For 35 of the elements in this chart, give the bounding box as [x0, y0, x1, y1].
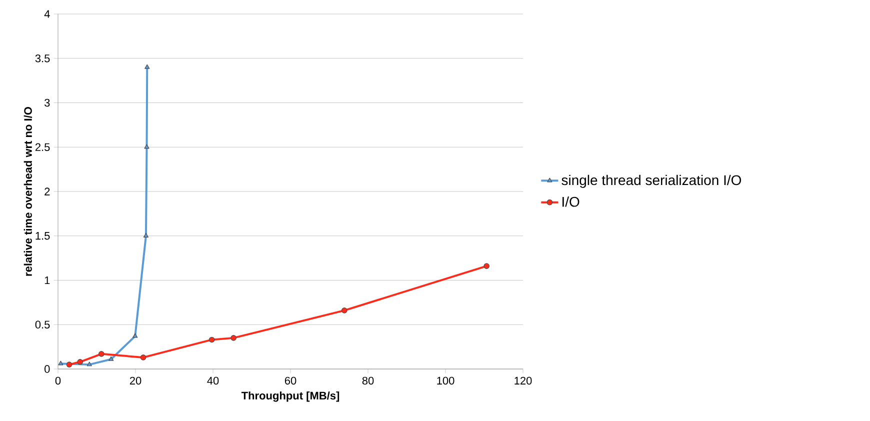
y-axis-title: relative time overhead wrt no I/O: [24, 107, 32, 276]
point: [144, 64, 150, 69]
y-tick-label: 3.5: [35, 54, 50, 62]
y-tick-label: 2.5: [35, 143, 50, 152]
point: [108, 356, 114, 361]
y-tick-label: 4: [44, 10, 50, 18]
point: [98, 351, 104, 357]
x-tick-label: 80: [362, 376, 374, 385]
point: [66, 362, 72, 368]
y-tick-label: 3: [44, 98, 50, 107]
x-axis-title: Throughput [MB/s]: [241, 391, 340, 402]
x-tick-label: 100: [437, 376, 454, 385]
point: [484, 263, 490, 269]
x-tick-label: 40: [207, 376, 219, 385]
point: [77, 359, 83, 365]
point: [58, 360, 64, 366]
point: [144, 144, 150, 149]
y-tick-label: 0: [44, 365, 50, 373]
x-tick-label: 20: [130, 376, 142, 385]
x-tick-label: 60: [284, 376, 296, 385]
legend-label: I/O: [562, 196, 580, 207]
y-tick-label: 0.5: [35, 320, 50, 329]
point: [86, 362, 92, 366]
point: [143, 232, 149, 238]
x-tick-label: 0: [55, 376, 61, 385]
y-tick-label: 2: [44, 188, 50, 196]
point: [208, 336, 215, 343]
point: [230, 335, 236, 341]
point: [140, 354, 146, 360]
point: [132, 333, 138, 338]
legend-label: single thread serialization I/O: [562, 174, 742, 188]
y-tick-label: 1.5: [36, 232, 50, 240]
y-tick-label: 1: [44, 276, 50, 284]
point: [341, 308, 348, 314]
x-tick-label: 120: [514, 376, 532, 385]
